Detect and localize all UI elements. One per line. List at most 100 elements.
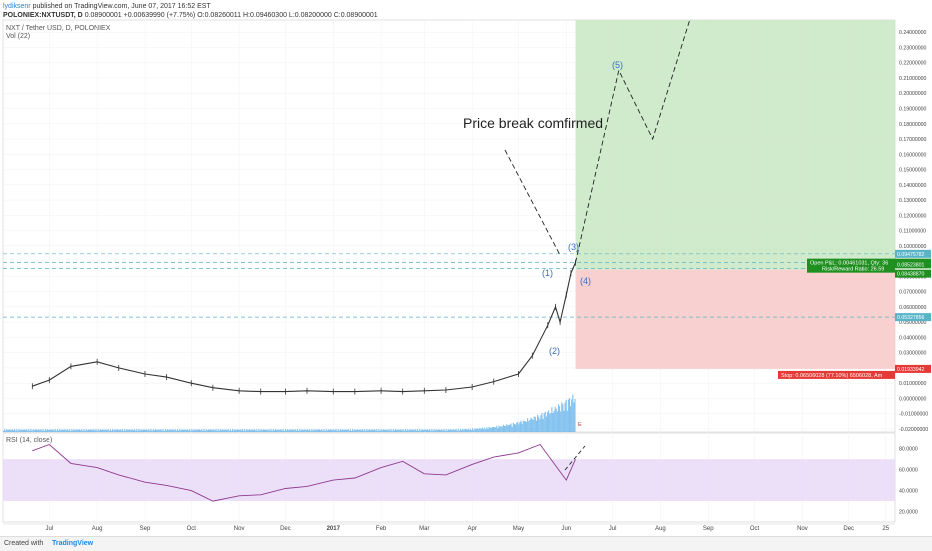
volume-bar bbox=[310, 430, 312, 432]
volume-bar bbox=[553, 410, 555, 432]
volume-bar bbox=[225, 429, 227, 432]
volume-bar bbox=[458, 430, 460, 432]
volume-bar bbox=[389, 430, 391, 432]
x-tick-label: May bbox=[513, 526, 524, 532]
volume-bar bbox=[30, 429, 32, 432]
price-axis-badge-label: 0.09475782 bbox=[897, 252, 925, 258]
volume-bar bbox=[138, 429, 140, 432]
volume-bar bbox=[450, 429, 452, 432]
volume-bar bbox=[333, 429, 335, 432]
volume-bar bbox=[32, 429, 34, 432]
volume-bar bbox=[105, 429, 107, 432]
price-axis-badge bbox=[895, 269, 931, 278]
volume-bar bbox=[250, 429, 252, 432]
volume-bar bbox=[19, 430, 21, 432]
wave-5-label: (5) bbox=[612, 60, 623, 70]
volume-bar bbox=[237, 429, 239, 432]
volume-bar bbox=[533, 416, 535, 432]
volume-bar bbox=[390, 429, 392, 432]
volume-bar bbox=[254, 429, 256, 432]
volume-bar bbox=[359, 429, 361, 432]
volume-bar bbox=[360, 430, 362, 432]
volume-bar bbox=[294, 429, 296, 432]
volume-bar bbox=[530, 417, 532, 432]
volume-bar bbox=[175, 430, 177, 432]
volume-bar bbox=[302, 429, 304, 432]
volume-bar bbox=[499, 426, 501, 432]
volume-bar bbox=[261, 430, 263, 432]
volume-bar bbox=[174, 429, 176, 432]
volume-bar bbox=[182, 429, 184, 432]
wave-projection-path bbox=[575, 19, 691, 263]
volume-bar bbox=[399, 429, 401, 432]
volume-bar bbox=[33, 430, 35, 432]
volume-bar bbox=[208, 429, 210, 432]
volume-bar bbox=[67, 430, 70, 432]
volume-bar bbox=[153, 430, 155, 432]
volume-bar bbox=[464, 429, 466, 432]
volume-bar bbox=[479, 428, 481, 432]
volume-bar bbox=[467, 428, 469, 432]
ohlc-values: O:0.08260011 H:0.09460300 L:0.08200000 C… bbox=[197, 12, 378, 19]
volume-bar bbox=[241, 429, 244, 432]
volume-bar bbox=[270, 429, 272, 432]
volume-bar bbox=[15, 430, 17, 432]
volume-bar bbox=[206, 430, 208, 432]
volume-bar bbox=[262, 429, 264, 432]
volume-bar bbox=[4, 429, 6, 432]
volume-bar bbox=[382, 429, 384, 432]
volume-bar bbox=[551, 407, 553, 432]
volume-bar bbox=[74, 429, 76, 432]
volume-bar bbox=[164, 429, 166, 432]
volume-bar bbox=[516, 422, 518, 432]
volume-bar bbox=[316, 429, 318, 432]
x-tick-label: Jun bbox=[561, 526, 571, 532]
volume-bar bbox=[403, 430, 405, 432]
volume-bar bbox=[170, 429, 172, 432]
wave-1-label: (1) bbox=[542, 268, 553, 278]
volume-bar bbox=[295, 430, 297, 432]
volume-bar bbox=[528, 421, 530, 432]
volume-bar bbox=[312, 430, 314, 432]
volume-bar bbox=[546, 412, 549, 432]
volume-bar bbox=[518, 424, 520, 432]
volume-bar bbox=[517, 421, 519, 432]
volume-bar bbox=[349, 429, 351, 432]
volume-bar bbox=[325, 429, 327, 432]
price-axis-badge-label: 0.08438870 bbox=[897, 272, 925, 278]
volume-bar bbox=[301, 429, 303, 432]
y-tick-label: 0.14000000 bbox=[899, 183, 927, 189]
y-tick-label: 0.23000000 bbox=[899, 45, 927, 51]
volume-bar bbox=[142, 429, 144, 432]
tradingview-logo[interactable]: TradingView bbox=[52, 540, 94, 547]
volume-bar bbox=[9, 429, 11, 432]
volume-bar bbox=[358, 429, 360, 432]
volume-bar bbox=[560, 411, 562, 432]
volume-bar bbox=[483, 429, 485, 432]
volume-bar bbox=[363, 430, 365, 432]
volume-bar bbox=[229, 429, 231, 432]
volume-bar bbox=[283, 430, 285, 432]
volume-bar bbox=[49, 429, 51, 432]
volume-bar bbox=[322, 430, 324, 432]
volume-bar bbox=[89, 429, 92, 432]
volume-bar bbox=[54, 429, 56, 432]
volume-bar bbox=[457, 428, 459, 432]
volume-bar bbox=[540, 415, 542, 432]
volume-bar bbox=[228, 430, 230, 432]
volume-bar bbox=[102, 429, 104, 432]
volume-bar bbox=[334, 430, 336, 432]
volume-bar bbox=[437, 429, 440, 432]
publisher-name[interactable]: lydiksenr bbox=[3, 3, 31, 10]
volume-bar bbox=[37, 429, 39, 432]
volume-bar bbox=[305, 429, 307, 432]
volume-bar bbox=[223, 429, 225, 432]
volume-bar bbox=[454, 430, 456, 432]
volume-bar bbox=[293, 430, 295, 432]
volume-bar bbox=[277, 429, 279, 432]
x-tick-label: Feb bbox=[376, 526, 387, 532]
volume-bar bbox=[244, 429, 246, 432]
x-tick-label: Dec bbox=[280, 526, 291, 532]
volume-bar bbox=[259, 430, 261, 432]
